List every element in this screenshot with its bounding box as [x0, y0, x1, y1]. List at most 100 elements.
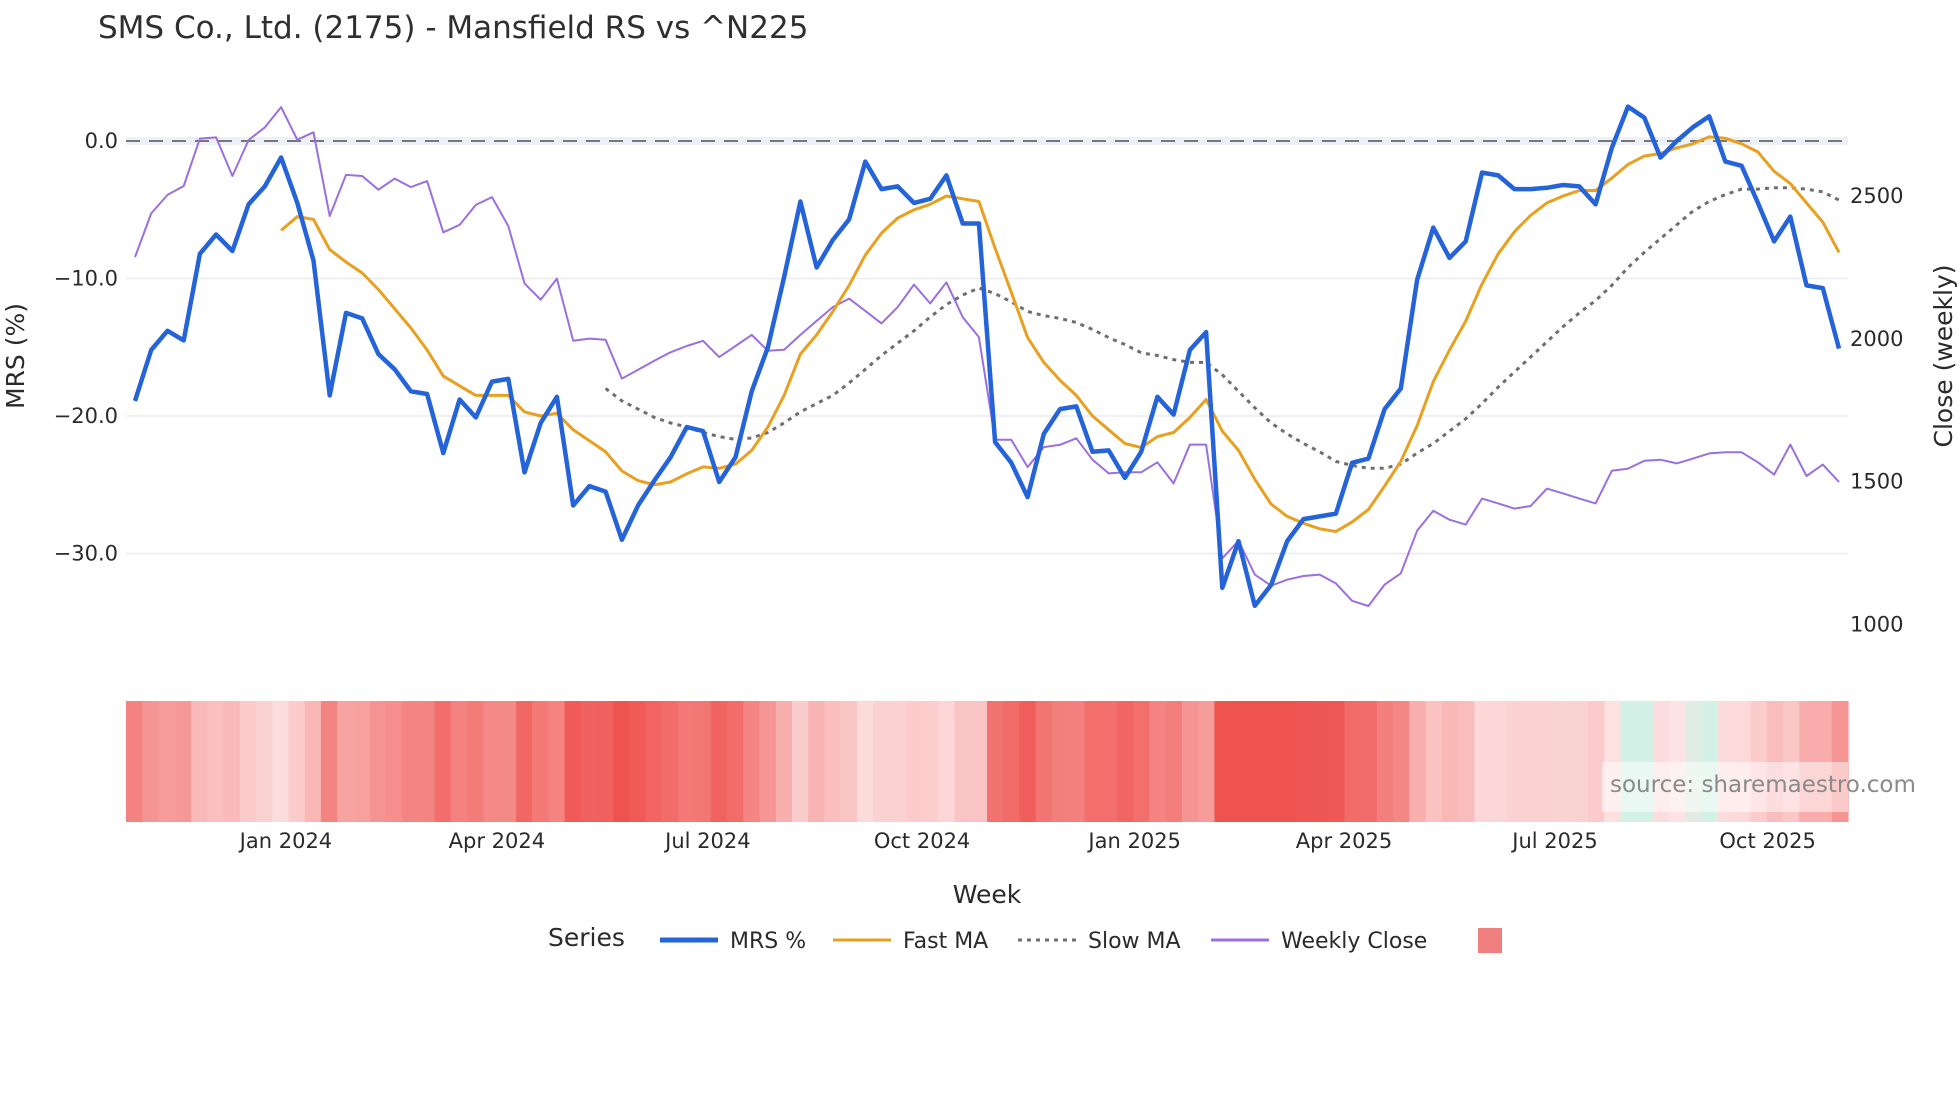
- heatmap-cell: [1360, 701, 1378, 822]
- y-tick-label: 0.0: [85, 129, 118, 153]
- heatmap-cell: [207, 701, 225, 822]
- x-tick-label: Jul 2024: [663, 829, 750, 853]
- y2-tick-label: 2500: [1850, 184, 1903, 208]
- heatmap-cell: [1490, 701, 1508, 822]
- heatmap-cell: [629, 701, 647, 822]
- heatmap-cell: [418, 701, 436, 822]
- heatmap-cell: [1003, 701, 1021, 822]
- heatmap-cell: [142, 701, 160, 822]
- heatmap-cell: [126, 701, 143, 822]
- legend: Series MRS % Fast MA Slow MA Weekly Close: [548, 923, 1502, 954]
- y2-tick-label: 1500: [1850, 470, 1903, 494]
- legend-title: Series: [548, 923, 625, 952]
- legend-label[interactable]: Fast MA: [903, 929, 988, 954]
- heatmap-cell: [840, 701, 858, 822]
- heatmap-cell: [1376, 701, 1394, 822]
- heatmap-cell: [987, 701, 1004, 822]
- heatmap-cell: [710, 701, 728, 822]
- heatmap-cell: [1523, 701, 1540, 822]
- y-axis-ticks: 0.0 −10.0 −20.0 −30.0: [54, 129, 118, 566]
- legend-label[interactable]: Weekly Close: [1281, 929, 1427, 954]
- heatmap-cell: [857, 701, 874, 822]
- legend-label[interactable]: MRS %: [730, 929, 806, 954]
- heatmap-cell: [1263, 701, 1281, 822]
- legend-label[interactable]: Slow MA: [1088, 929, 1181, 954]
- x-tick-label: Jan 2025: [1086, 829, 1181, 853]
- heatmap-cell: [970, 701, 988, 822]
- x-tick-label: Apr 2024: [449, 829, 545, 853]
- heatmap-cell: [792, 701, 809, 822]
- source-label: source: sharemaestro.com: [1610, 772, 1916, 798]
- heatmap-cell: [1328, 701, 1345, 822]
- heatmap-cell: [532, 701, 549, 822]
- y-axis-title: MRS (%): [1, 303, 30, 409]
- heatmap-cell: [548, 701, 566, 822]
- heatmap-cell: [304, 701, 322, 822]
- chart-title: SMS Co., Ltd. (2175) - Mansfield RS vs ^…: [98, 10, 808, 46]
- legend-heatmap-swatch[interactable]: [1478, 928, 1502, 953]
- heatmap-cell: [369, 701, 387, 822]
- series-lines: [132, 104, 1842, 609]
- heatmap-cell: [223, 701, 241, 822]
- y2-tick-label: 2000: [1850, 327, 1903, 351]
- heatmap-cell: [515, 701, 533, 822]
- heatmap-cell: [759, 701, 777, 822]
- heatmap-cell: [1133, 701, 1151, 822]
- heatmap-cell: [1035, 701, 1053, 822]
- heatmap-cell: [1165, 701, 1183, 822]
- heatmap-cell: [1425, 701, 1443, 822]
- series-line-mrs: [132, 104, 1842, 609]
- heatmap-cell: [1230, 701, 1248, 822]
- heatmap-cell: [694, 701, 712, 822]
- heatmap-cell: [1441, 701, 1459, 822]
- heatmap-cell: [889, 701, 907, 822]
- heatmap-cell: [158, 701, 176, 822]
- heatmap-cell: [678, 701, 696, 822]
- heatmap-cell: [938, 701, 956, 822]
- y2-axis-title: Close (weekly): [1929, 265, 1958, 448]
- heatmap-cell: [1344, 701, 1362, 822]
- series-line-slow-ma: [604, 186, 1840, 470]
- heatmap-strip: [126, 701, 1849, 822]
- heatmap-cell: [775, 701, 793, 822]
- heatmap-cell: [645, 701, 663, 822]
- heatmap-cell: [1214, 701, 1232, 822]
- x-axis-title: Week: [953, 880, 1022, 909]
- heatmap-cell: [320, 701, 338, 822]
- heatmap-cell: [662, 701, 679, 822]
- x-tick-label: Oct 2024: [874, 829, 970, 853]
- heatmap-cell: [1068, 701, 1086, 822]
- series-line-weekly-close: [134, 106, 1840, 607]
- heatmap-cell: [597, 701, 614, 822]
- heatmap-cell: [1571, 701, 1589, 822]
- heatmap-cell: [1458, 701, 1475, 822]
- heatmap-cell: [467, 701, 484, 822]
- heatmap-cell: [1084, 701, 1102, 822]
- heatmap-cell: [808, 701, 826, 822]
- heatmap-cell: [353, 701, 371, 822]
- heatmap-cell: [727, 701, 744, 822]
- heatmap-cell: [1295, 701, 1313, 822]
- heatmap-cell: [873, 701, 891, 822]
- heatmap-cell: [1506, 701, 1524, 822]
- heatmap-cell: [1588, 701, 1605, 822]
- heatmap-cell: [1393, 701, 1410, 822]
- heatmap-cell: [499, 701, 517, 822]
- heatmap-cell: [385, 701, 403, 822]
- heatmap-cell: [402, 701, 420, 822]
- y2-axis-ticks: 2500 2000 1500 1000: [1850, 184, 1903, 637]
- heatmap-cell: [174, 701, 192, 822]
- heatmap-cell: [1311, 701, 1329, 822]
- heatmap-cell: [1539, 701, 1557, 822]
- source-background: [1602, 762, 1848, 812]
- series-line-fast-ma: [280, 135, 1841, 533]
- heatmap-cell: [1409, 701, 1427, 822]
- heatmap-cell: [1279, 701, 1297, 822]
- x-tick-label: Apr 2025: [1296, 829, 1392, 853]
- heatmap-cell: [580, 701, 598, 822]
- x-tick-label: Jul 2025: [1510, 829, 1597, 853]
- heatmap-cell: [564, 701, 582, 822]
- heatmap-cell: [743, 701, 761, 822]
- heatmap-cell: [1198, 701, 1216, 822]
